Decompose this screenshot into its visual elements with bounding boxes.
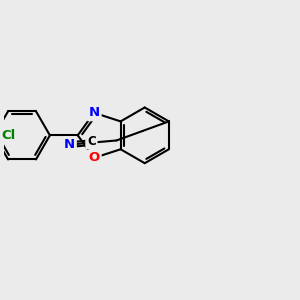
Text: C: C <box>87 135 96 148</box>
Text: N: N <box>64 138 75 151</box>
Text: Cl: Cl <box>2 129 16 142</box>
Text: O: O <box>88 152 100 164</box>
Text: N: N <box>88 106 100 119</box>
